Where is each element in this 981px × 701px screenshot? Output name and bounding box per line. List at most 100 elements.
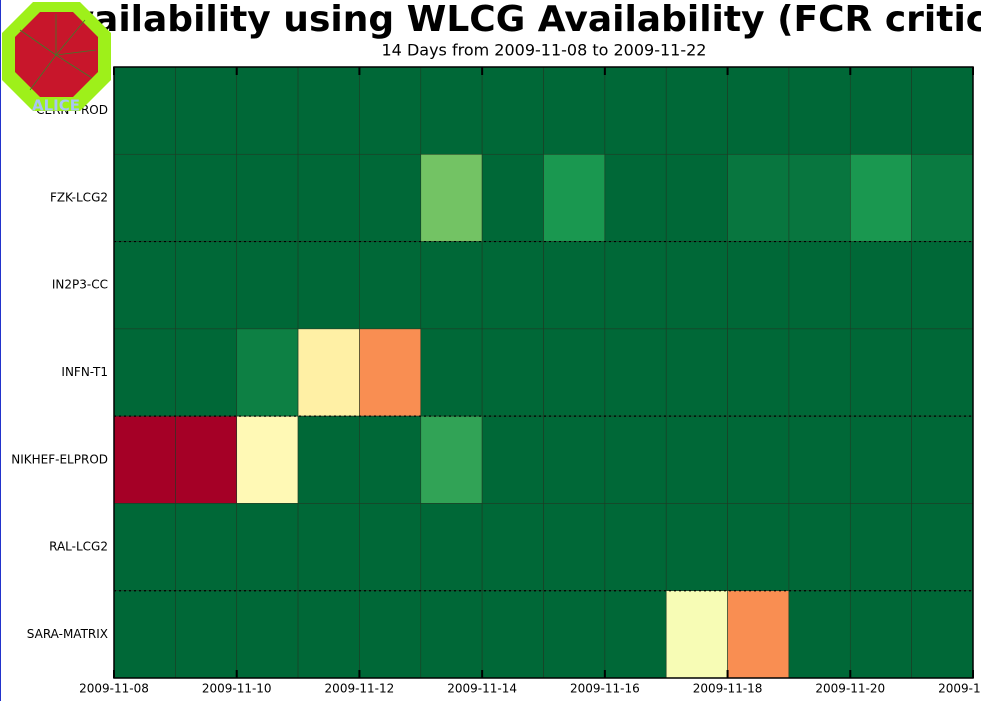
heatmap-cell [237,67,298,154]
heatmap-cell [237,416,298,503]
heatmap-cell [175,329,236,416]
heatmap-cell [605,503,666,590]
heatmap-cell [912,591,973,678]
heatmap-cell [114,154,175,241]
heatmap-cell [544,67,605,154]
chart-subtitle: 14 Days from 2009-11-08 to 2009-11-22 [382,41,707,60]
heatmap-cell [298,154,359,241]
logo: ALICE [2,2,111,115]
heatmap-cell [850,503,911,590]
heatmap-cell [789,242,850,329]
heatmap-cell [544,329,605,416]
heatmap-cell [728,329,789,416]
heatmap-cell [298,503,359,590]
heatmap-cell [114,67,175,154]
y-tick-label: NIKHEF-ELPROD [11,452,108,466]
y-tick-label: RAL-LCG2 [49,540,108,554]
heatmap-cell [666,416,727,503]
heatmap-cell [544,242,605,329]
heatmap-cell [175,154,236,241]
heatmap-cell [359,416,420,503]
heatmap-cell [421,329,482,416]
heatmap-cell [298,67,359,154]
chart-title: Availability using WLCG Availability (FC… [44,0,981,40]
heatmap-cell [789,67,850,154]
heatmap-cell [482,67,543,154]
heatmap-cell [728,67,789,154]
heatmap-cell [421,591,482,678]
heatmap-cell [850,67,911,154]
x-tick-label: 2009-11-10 [202,682,272,696]
heatmap-cell [789,329,850,416]
heatmap-cell [605,329,666,416]
x-tick-label: 2009-11-18 [693,682,763,696]
heatmap-cell [482,591,543,678]
heatmap-cell [605,416,666,503]
heatmap-cell [114,242,175,329]
heatmap-cell [912,329,973,416]
heatmap-cell [482,416,543,503]
heatmap-cell [175,503,236,590]
heatmap-cell [359,67,420,154]
heatmap-cell [421,503,482,590]
heatmap-cell [728,591,789,678]
heatmap-cell [544,154,605,241]
heatmap-cell [482,503,543,590]
heatmap-cell [912,503,973,590]
heatmap-cell [789,154,850,241]
heatmap-cell [359,591,420,678]
heatmap-cell [666,67,727,154]
heatmap-cell [114,591,175,678]
heatmap-cell [789,416,850,503]
heatmap-cell [482,154,543,241]
heatmap-cell [237,591,298,678]
heatmap-cell [298,591,359,678]
heatmap-cell [237,329,298,416]
heatmap-cell [359,154,420,241]
x-tick-label: 2009-11-20 [815,682,885,696]
heatmap-cell [114,416,175,503]
heatmap-cell [237,503,298,590]
y-tick-label: SARA-MATRIX [27,627,108,641]
heatmap-cell [666,154,727,241]
y-tick-label: IN2P3-CC [52,278,108,292]
heatmap-cell [850,591,911,678]
heatmap-cell [666,242,727,329]
heatmap-cell [850,416,911,503]
heatmap-cell [237,242,298,329]
heatmap-cell [421,154,482,241]
heatmap-cell [666,591,727,678]
x-tick-label: 2009-11-14 [447,682,517,696]
heatmap-cell [605,154,666,241]
heatmap-cell [728,416,789,503]
heatmap-cell [728,154,789,241]
heatmap-cell [421,416,482,503]
heatmap-cell [544,416,605,503]
heatmap-cell [544,503,605,590]
heatmap-cell [482,329,543,416]
heatmap-cell [175,591,236,678]
heatmap-cell [359,503,420,590]
heatmap-cell [912,67,973,154]
y-tick-label: FZK-LCG2 [50,190,108,204]
heatmap-cell [850,242,911,329]
heatmap-cell [850,329,911,416]
heatmap-cell [789,591,850,678]
heatmap-cell [114,503,175,590]
chart: CERN-PRODFZK-LCG2IN2P3-CCINFN-T1NIKHEF-E… [0,0,981,701]
heatmap-cell [175,67,236,154]
heatmap-cell [482,242,543,329]
heatmap-cell [605,242,666,329]
heatmap-cell [421,242,482,329]
logo-text: ALICE [32,97,80,115]
heatmap-cell [298,242,359,329]
heatmap-cell [789,503,850,590]
heatmap-cell [728,242,789,329]
heatmap-cell [298,416,359,503]
heatmap-cell [298,329,359,416]
x-tick-label: 2009-11-22 [938,682,981,696]
heatmap-cell [237,154,298,241]
heatmap-cell [605,591,666,678]
x-tick-label: 2009-11-16 [570,682,640,696]
y-tick-label: INFN-T1 [61,365,108,379]
